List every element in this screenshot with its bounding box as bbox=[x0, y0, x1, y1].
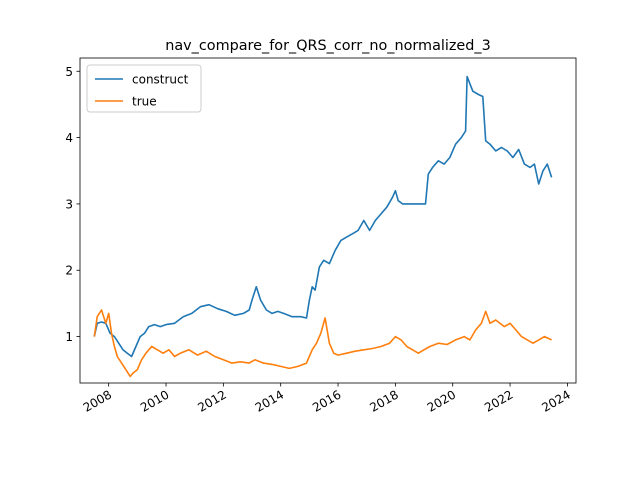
y-tick-label: 4 bbox=[65, 131, 73, 145]
y-tick-label: 2 bbox=[65, 264, 73, 278]
series-layer bbox=[93, 75, 553, 378]
legend: construct true bbox=[86, 64, 202, 113]
series-line-construct bbox=[93, 75, 553, 358]
y-tick-label: 5 bbox=[65, 65, 73, 79]
axes-frame bbox=[79, 57, 577, 384]
y-tick-label: 1 bbox=[65, 330, 73, 344]
legend-label-true: true bbox=[132, 95, 157, 109]
chart-title: nav_compare_for_QRS_corr_no_normalized_3 bbox=[165, 38, 491, 54]
series-line-true bbox=[93, 309, 552, 378]
y-tick-label: 3 bbox=[65, 197, 73, 211]
legend-label-construct: construct bbox=[132, 73, 189, 87]
